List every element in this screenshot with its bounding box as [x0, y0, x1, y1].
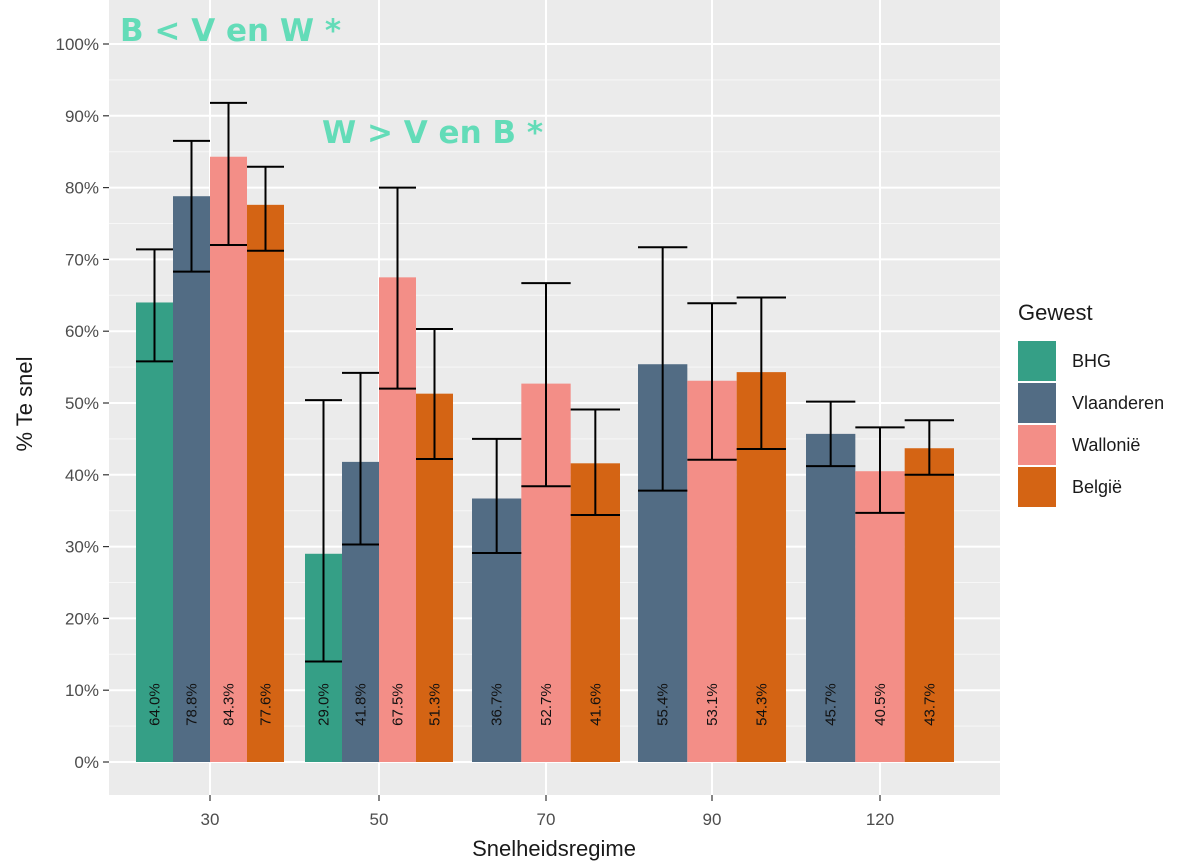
legend: Gewest BHG Vlaanderen Wallonië België	[1018, 300, 1164, 508]
y-axis-title: % Te snel	[12, 357, 37, 452]
bar	[904, 448, 954, 762]
bar-value-label: 45.7%	[823, 683, 840, 726]
bar-value-label: 41.8%	[353, 683, 370, 726]
bar-value-label: 29.0%	[316, 683, 333, 726]
y-axis: 0% 10% 20% 30% 40% 50% 60% 70% 80% 90% 100%	[56, 35, 109, 772]
legend-key	[1018, 341, 1056, 381]
bar	[806, 433, 856, 762]
x-tick-label: 70	[537, 810, 556, 829]
bar-value-label: 51.3%	[427, 683, 444, 726]
x-tick-label: 120	[866, 810, 894, 829]
bar-value-label: 84.3%	[221, 683, 238, 726]
legend-label: Vlaanderen	[1072, 392, 1165, 413]
bar-value-label: 40.5%	[872, 683, 889, 726]
bar-value-label: 43.7%	[921, 683, 938, 726]
bar-labels: 64.0% 78.8% 84.3% 77.6% 29.0% 41.8% 67.5% 51.3%…	[147, 683, 939, 726]
legend-key	[1018, 425, 1056, 465]
y-tick-label: 60%	[65, 322, 99, 341]
bar	[210, 156, 247, 762]
y-tick-label: 80%	[65, 179, 99, 198]
bar-value-label: 54.3%	[753, 683, 770, 726]
legend-label: BHG	[1072, 350, 1112, 371]
legend-label: Wallonië	[1072, 434, 1141, 455]
bar-value-label: 78.8%	[184, 683, 201, 726]
legend-item: Wallonië	[1018, 424, 1164, 466]
bar	[247, 204, 284, 762]
bar-value-label: 64.0%	[147, 683, 164, 726]
bar-value-label: 67.5%	[390, 683, 407, 726]
y-tick-label: 20%	[65, 609, 99, 628]
bar	[136, 302, 173, 762]
bar-value-label: 41.6%	[587, 683, 604, 726]
y-tick-label: 30%	[65, 538, 99, 557]
significance-annotation: B < V en W *	[120, 13, 341, 49]
x-axis: 30 50 70 90 120	[201, 795, 894, 829]
legend-title: Gewest	[1018, 300, 1093, 325]
bar	[173, 196, 210, 762]
y-tick-label: 70%	[65, 250, 99, 269]
y-tick-label: 100%	[56, 35, 99, 54]
x-tick-label: 90	[703, 810, 722, 829]
annotations: B < V en W * W > V en B *	[120, 13, 543, 151]
bar	[855, 471, 905, 762]
legend-items: BHG Vlaanderen Wallonië België	[1018, 340, 1164, 508]
y-tick-label: 10%	[65, 681, 99, 700]
y-tick-label: 50%	[65, 394, 99, 413]
legend-item: BHG	[1018, 340, 1164, 382]
bar-value-label: 52.7%	[538, 683, 555, 726]
legend-key	[1018, 383, 1056, 423]
y-tick-label: 0%	[74, 753, 99, 772]
legend-item: Vlaanderen	[1018, 382, 1164, 424]
bar-value-label: 55.4%	[655, 683, 672, 726]
bar-value-label: 36.7%	[489, 683, 506, 726]
y-tick-label: 40%	[65, 466, 99, 485]
y-tick-label: 90%	[65, 107, 99, 126]
error-bars	[136, 101, 954, 663]
x-tick-label: 30	[201, 810, 220, 829]
x-axis-title: Snelheidsregime	[472, 836, 636, 861]
bar-value-label: 53.1%	[704, 683, 721, 726]
x-tick-label: 50	[370, 810, 389, 829]
significance-annotation: W > V en B *	[322, 115, 543, 151]
legend-label: België	[1072, 476, 1123, 497]
legend-key	[1018, 467, 1056, 507]
legend-item: België	[1018, 466, 1164, 508]
bar-value-label: 77.6%	[258, 683, 275, 726]
